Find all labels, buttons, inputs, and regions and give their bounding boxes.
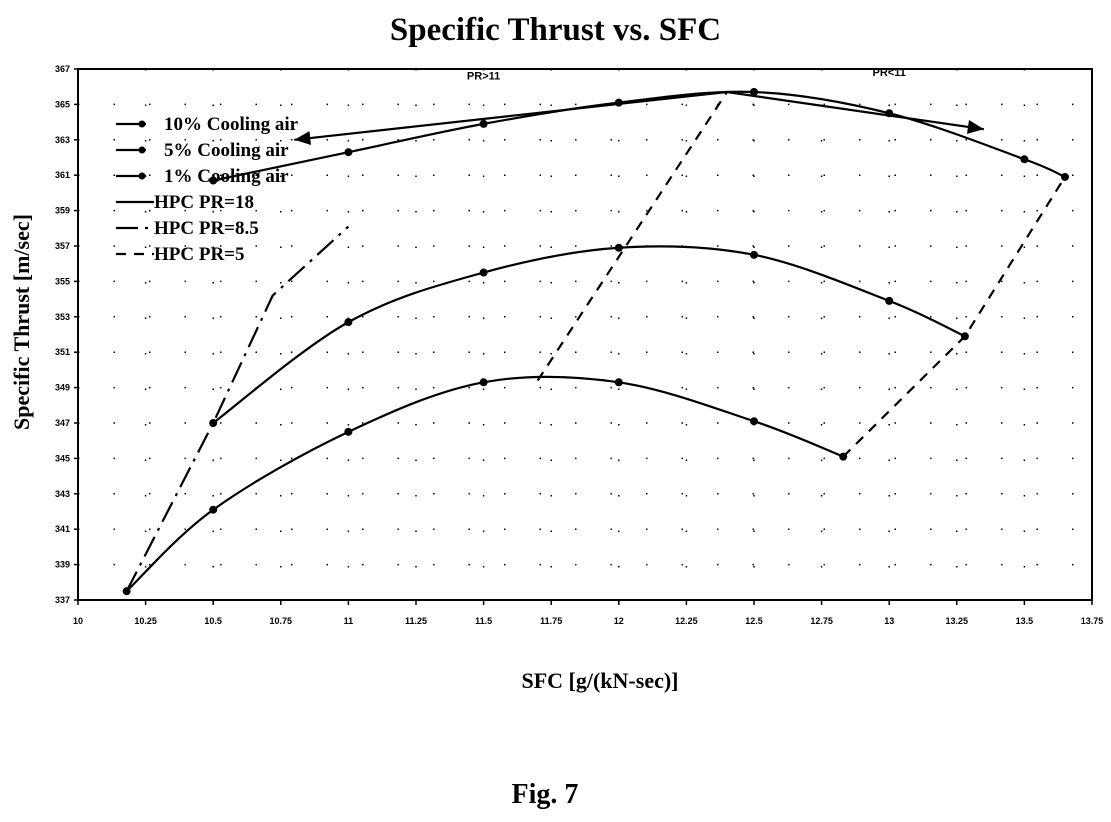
series-line-3 [125,375,844,592]
annotation-arrow-head [967,119,984,134]
y-tick-label: 343 [55,489,70,499]
y-tick-label: 363 [55,135,70,145]
x-tick-label: 11 [344,616,354,626]
legend-label: 1% Cooling air [164,166,289,187]
legend-label: HPC PR=18 [154,192,254,213]
y-tick-label: 337 [55,595,70,605]
data-point [344,318,353,327]
x-tick-label: 11.25 [405,616,427,626]
x-tick-label: 10 [73,616,83,626]
data-points [122,88,1069,596]
x-axis-label: SFC [g/(kN-sec)] [521,668,679,693]
y-tick-label: 365 [55,99,70,109]
x-tick-label: 12.75 [810,616,833,626]
y-tick-label: 339 [55,560,70,570]
y-tick-label: 341 [55,524,70,534]
x-tick-label: 11.5 [475,616,492,626]
data-point [344,148,353,157]
data-point [614,378,623,387]
data-point [479,378,488,387]
chart-title: Specific Thrust vs. SFC [389,12,722,48]
data-point [209,176,218,185]
y-tick-label: 357 [55,241,70,251]
plot-area-frame [77,68,1093,601]
x-tick-label: 12.5 [745,616,763,626]
data-point [839,452,848,461]
annotation-label: PR>11 [467,71,500,83]
y-tick-label: 353 [55,312,70,322]
y-tick-label: 349 [55,383,70,393]
data-point [1060,172,1069,181]
annotation-label: PR<11 [873,67,906,79]
annotation-arrow-shaft [294,90,728,141]
legend: 10% Cooling air 5% Cooling air 1% Cooling … [116,114,299,265]
legend-swatch-marker [138,146,146,154]
y-tick-label: 345 [55,453,70,463]
data-point [750,88,758,97]
data-point [479,119,488,128]
data-point [750,417,758,426]
x-tick-label: 13.75 [1081,616,1104,626]
x-tick-label: 12.25 [675,616,698,626]
x-tick-label: 10.5 [204,616,222,626]
connector-line-dashdot [125,225,350,592]
data-point [209,419,218,427]
data-point [122,587,131,596]
x-tick-label: 10.25 [134,616,157,626]
annotation-arrow-shaft [726,90,984,131]
data-point [750,250,758,259]
figure-caption: Fig. 7 [511,779,579,810]
x-tick-label: 13.25 [946,616,969,626]
legend-label: 10% Cooling air [164,114,299,135]
y-tick-label: 347 [55,418,70,428]
y-tick-label: 351 [55,347,70,357]
legend-label: HPC PR=8.5 [154,218,259,239]
data-point [614,243,623,252]
data-point [885,296,894,305]
x-tick-label: 13 [884,616,894,626]
x-tick-label: 11.75 [540,616,562,626]
legend-swatch-marker [138,120,146,128]
series-line-2 [212,245,966,424]
y-tick-label: 367 [55,64,70,74]
data-point [960,332,969,341]
data-point [1020,155,1029,164]
legend-swatch-marker [138,172,146,180]
x-tick-label: 13.5 [1016,616,1034,626]
x-axis-ticks: 10 10.25 10.5 10.75 11 11.25 11.5 11.75 12 12.25 1… [73,600,1103,626]
x-tick-label: 12 [614,616,624,626]
series-line-1 [212,90,1066,182]
y-axis-ticks: 337 339 341 343 345 347 349 351 353 355 357 359 361 3… [55,64,78,605]
legend-label: 5% Cooling air [164,140,289,161]
y-tick-label: 359 [55,206,70,216]
y-tick-label: 361 [55,170,70,180]
x-tick-label: 10.75 [270,616,293,626]
annotations: PR>11 PR<11 [294,67,984,146]
y-tick-label: 355 [55,276,70,286]
data-point [209,505,218,514]
connector-line-dashed [842,176,1066,458]
legend-label: HPC PR=5 [154,244,245,265]
connector-line-dashed [536,91,728,382]
data-point [479,268,488,277]
annotation-arrow-head [294,131,311,146]
data-point [344,427,353,436]
